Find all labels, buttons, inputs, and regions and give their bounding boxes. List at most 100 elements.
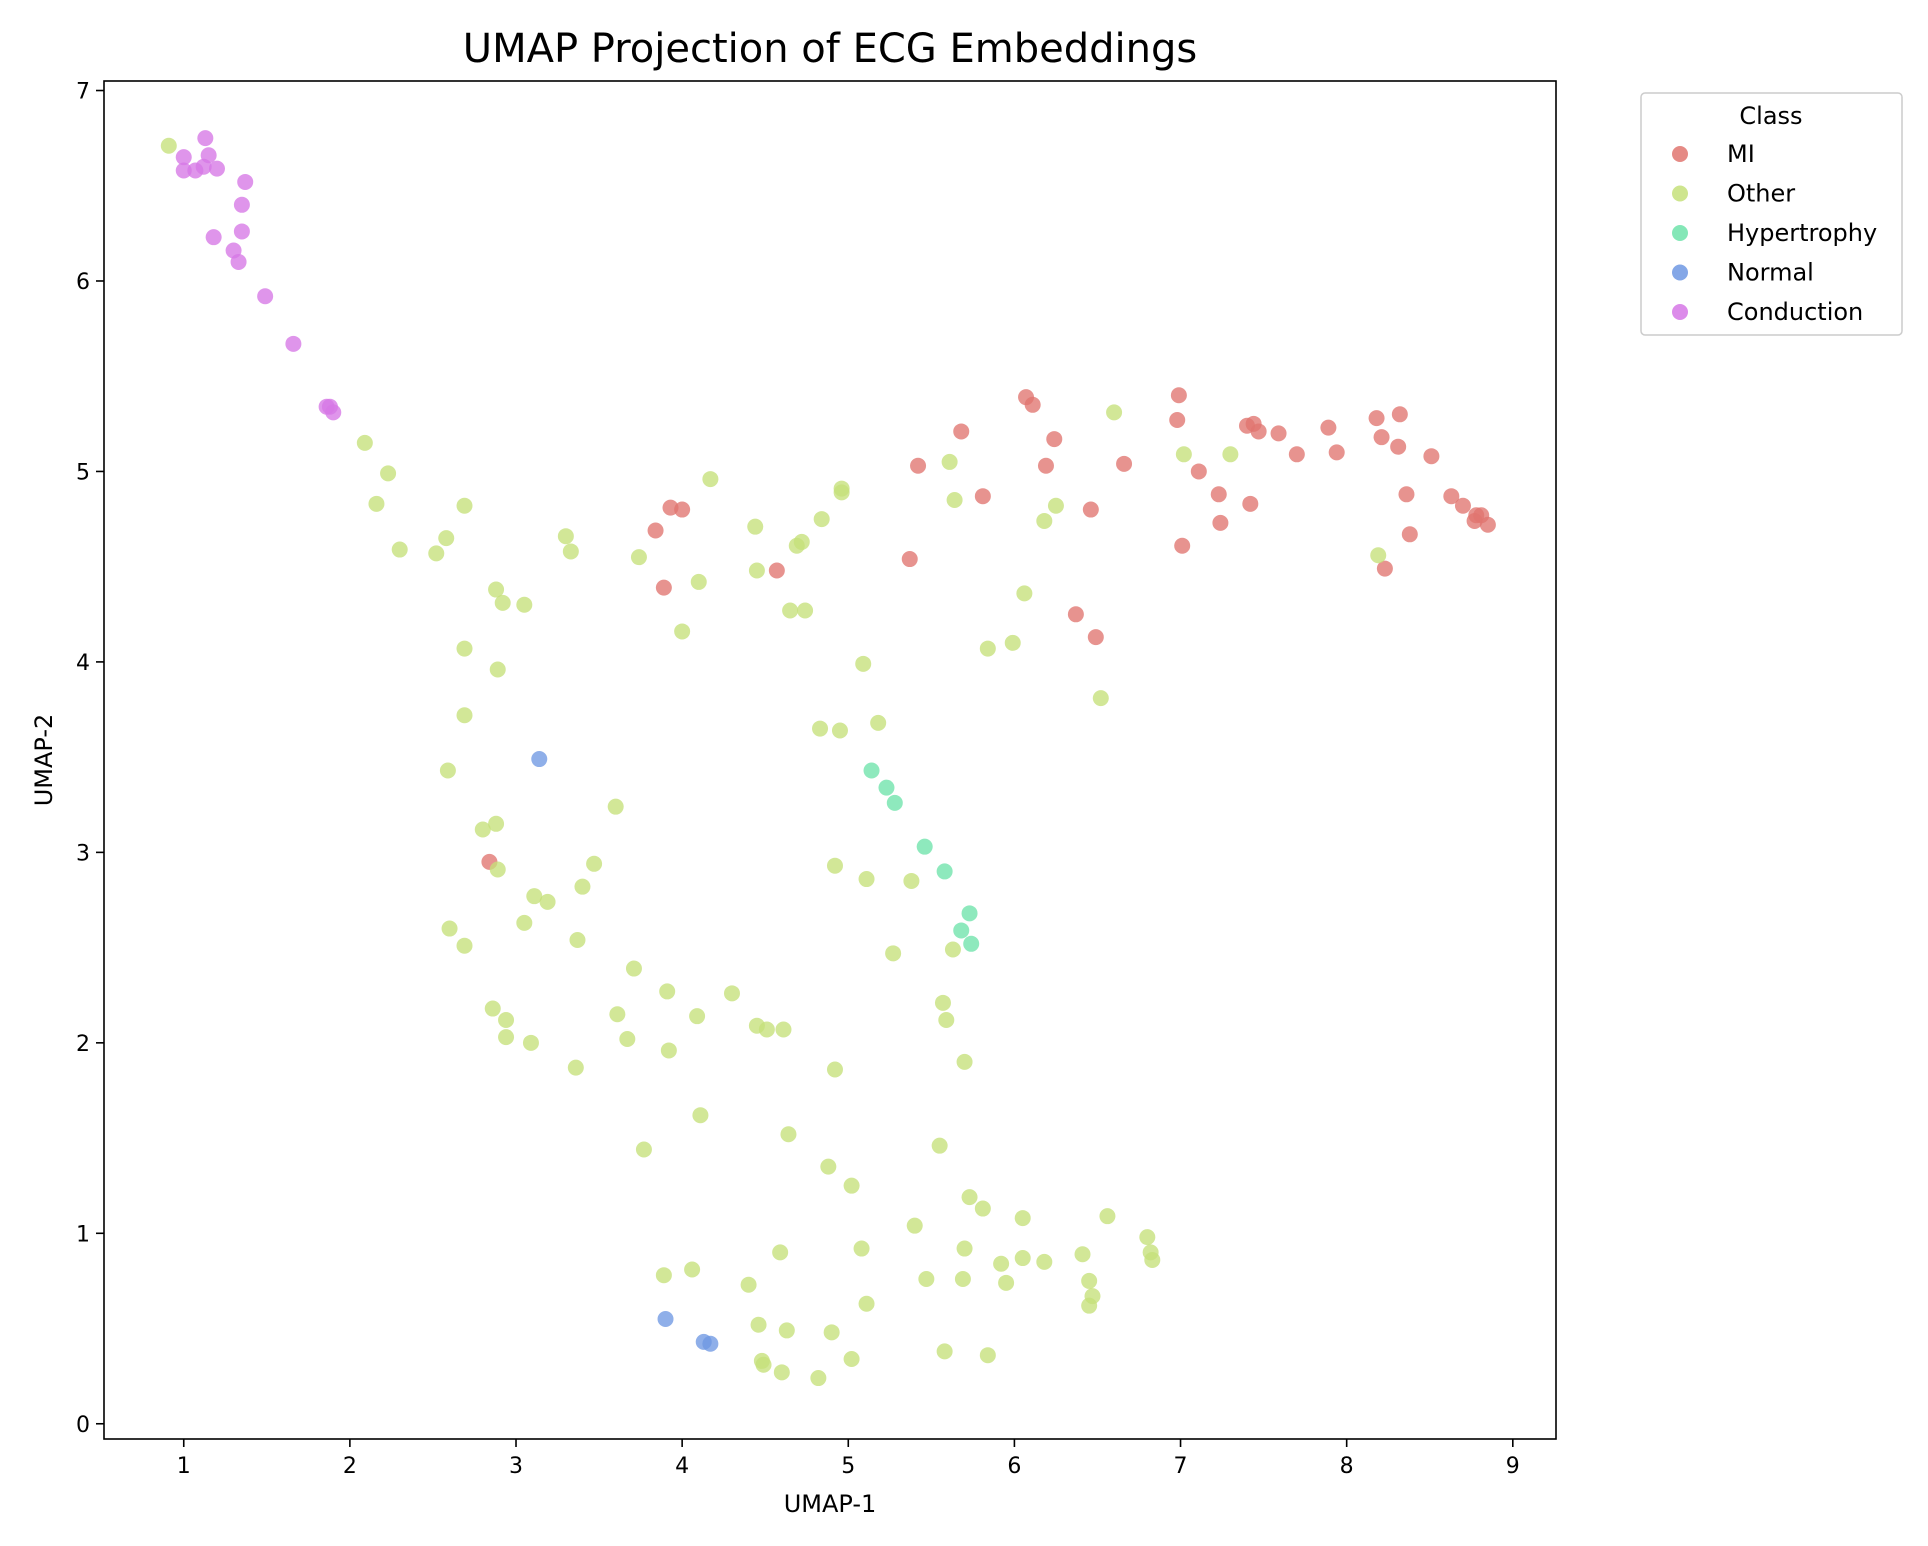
x-tick-label: 4 bbox=[675, 1454, 689, 1479]
point-other bbox=[1081, 1297, 1098, 1314]
x-tick-label: 5 bbox=[841, 1454, 855, 1479]
point-mi bbox=[1082, 501, 1099, 518]
point-other bbox=[391, 541, 408, 558]
point-hypertrophy bbox=[953, 922, 970, 939]
x-tick-label: 6 bbox=[1007, 1454, 1021, 1479]
point-other bbox=[944, 941, 961, 958]
point-other bbox=[659, 983, 676, 1000]
point-other bbox=[438, 530, 455, 547]
legend-label-conduction: Conduction bbox=[1727, 298, 1863, 326]
point-mi bbox=[1270, 425, 1287, 442]
y-tick-label: 1 bbox=[76, 1222, 90, 1247]
point-other bbox=[843, 1351, 860, 1368]
point-mi bbox=[1024, 396, 1041, 413]
point-other bbox=[1016, 585, 1033, 602]
legend-marker-hypertrophy bbox=[1672, 225, 1688, 241]
point-other bbox=[979, 640, 996, 657]
point-other bbox=[625, 960, 642, 977]
point-mi bbox=[1320, 419, 1337, 436]
point-mi bbox=[1443, 488, 1460, 505]
y-tick-label: 7 bbox=[76, 80, 90, 105]
point-other bbox=[684, 1261, 701, 1278]
x-axis-label: UMAP-1 bbox=[784, 1490, 877, 1518]
y-tick-label: 0 bbox=[76, 1413, 90, 1438]
point-conduction bbox=[200, 147, 217, 164]
point-other bbox=[1175, 446, 1192, 463]
point-conduction bbox=[230, 253, 247, 270]
point-other bbox=[456, 640, 473, 657]
point-other bbox=[498, 1011, 515, 1028]
point-mi bbox=[1390, 438, 1407, 455]
legend-marker-conduction bbox=[1672, 304, 1688, 320]
point-other bbox=[488, 815, 505, 832]
point-other bbox=[516, 914, 533, 931]
point-other bbox=[1047, 497, 1064, 514]
point-other bbox=[956, 1240, 973, 1257]
legend: Class MI Other Hypertrophy Normal Conduction bbox=[1640, 92, 1903, 336]
point-mi bbox=[647, 522, 664, 539]
legend-label-other: Other bbox=[1727, 180, 1795, 208]
point-other bbox=[488, 581, 505, 598]
point-other bbox=[740, 1276, 757, 1293]
point-other bbox=[820, 1158, 837, 1175]
point-other bbox=[498, 1029, 515, 1046]
point-hypertrophy bbox=[916, 838, 933, 855]
point-other bbox=[1074, 1246, 1091, 1263]
point-other bbox=[1099, 1208, 1116, 1225]
point-other bbox=[1014, 1250, 1031, 1267]
point-mi bbox=[1037, 457, 1054, 474]
point-other bbox=[1139, 1229, 1156, 1246]
point-other bbox=[870, 714, 887, 731]
data-points bbox=[160, 130, 1496, 1387]
point-other bbox=[456, 497, 473, 514]
point-other bbox=[793, 533, 810, 550]
point-other bbox=[858, 1295, 875, 1312]
point-mi bbox=[1373, 429, 1390, 446]
point-other bbox=[456, 707, 473, 724]
point-other bbox=[474, 821, 491, 838]
point-other bbox=[356, 434, 373, 451]
point-other bbox=[755, 1356, 772, 1373]
point-other bbox=[773, 1364, 790, 1381]
point-other bbox=[655, 1267, 672, 1284]
legend-frame bbox=[1640, 92, 1903, 336]
y-tick-label: 5 bbox=[76, 460, 90, 485]
point-other bbox=[1004, 634, 1021, 651]
point-mi bbox=[1423, 448, 1440, 465]
point-mi bbox=[974, 488, 991, 505]
point-other bbox=[831, 722, 848, 739]
point-hypertrophy bbox=[878, 779, 895, 796]
point-other bbox=[853, 1240, 870, 1257]
point-mi bbox=[655, 579, 672, 596]
point-other bbox=[750, 1316, 767, 1333]
point-other bbox=[797, 602, 814, 619]
point-other bbox=[936, 1343, 953, 1360]
x-tick-label: 7 bbox=[1174, 1454, 1188, 1479]
point-normal bbox=[657, 1311, 674, 1328]
point-hypertrophy bbox=[863, 762, 880, 779]
point-mi bbox=[1212, 514, 1229, 531]
x-tick-label: 9 bbox=[1506, 1454, 1520, 1479]
point-mi bbox=[1398, 486, 1415, 503]
point-other bbox=[489, 661, 506, 678]
point-other bbox=[516, 596, 533, 613]
point-other bbox=[946, 492, 963, 509]
point-other bbox=[428, 545, 445, 562]
chart-title: UMAP Projection of ECG Embeddings bbox=[463, 26, 1197, 72]
point-other bbox=[723, 985, 740, 1002]
point-other bbox=[1092, 690, 1109, 707]
point-conduction bbox=[233, 196, 250, 213]
point-other bbox=[903, 872, 920, 889]
point-other bbox=[823, 1324, 840, 1341]
legend-label-hypertrophy: Hypertrophy bbox=[1727, 219, 1877, 247]
point-other bbox=[747, 518, 764, 535]
x-tick-label: 3 bbox=[509, 1454, 523, 1479]
point-conduction bbox=[175, 162, 192, 179]
point-other bbox=[782, 602, 799, 619]
point-other bbox=[586, 855, 603, 872]
legend-marker-normal bbox=[1672, 264, 1688, 281]
legend-label-normal: Normal bbox=[1727, 259, 1814, 287]
point-other bbox=[630, 549, 647, 566]
point-other bbox=[826, 857, 843, 874]
legend-label-mi: MI bbox=[1727, 140, 1755, 168]
